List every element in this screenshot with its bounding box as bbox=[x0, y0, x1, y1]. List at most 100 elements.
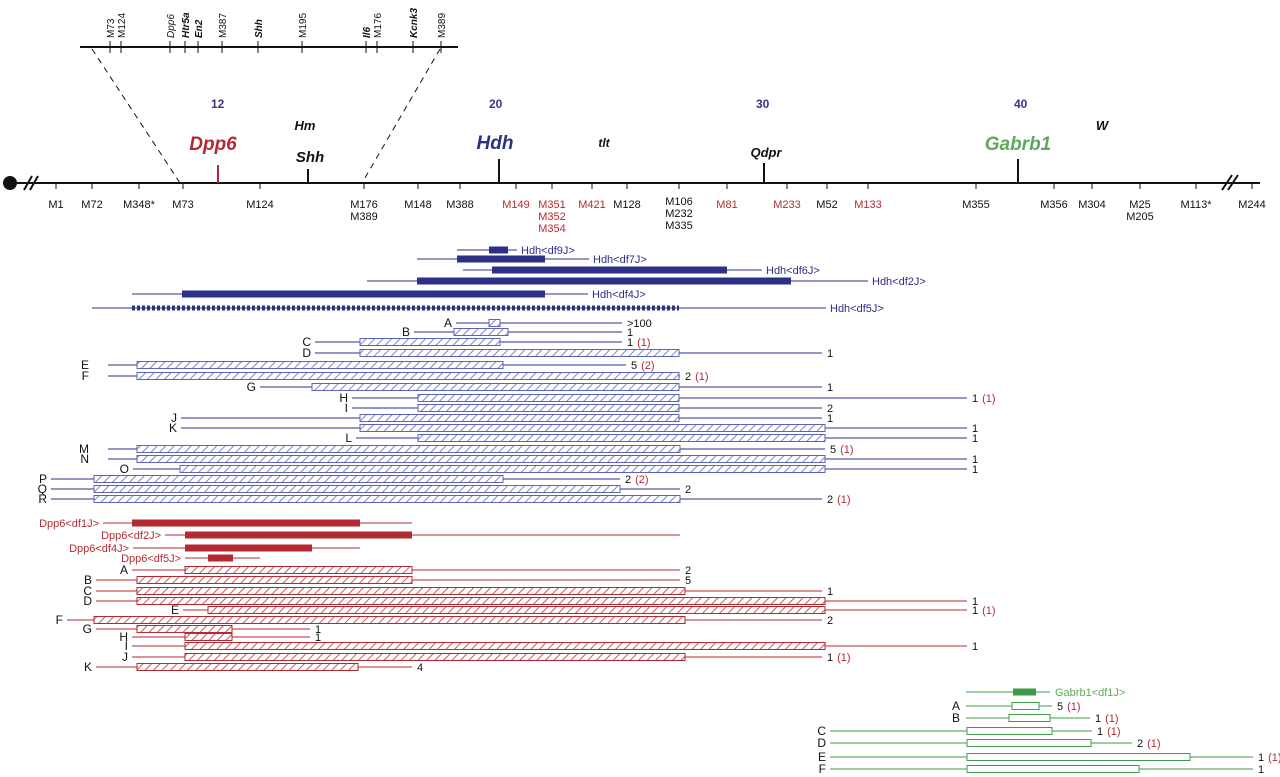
marker-m148: M148 bbox=[404, 199, 432, 211]
hm-locus-label: Hm bbox=[295, 118, 316, 133]
class-count: 1 bbox=[827, 413, 833, 425]
class-label: I bbox=[125, 639, 128, 653]
hdh-deletion-hdh-df9j: Hdh<df9J> bbox=[457, 245, 575, 257]
marker-m205: M205 bbox=[1126, 211, 1154, 223]
dpp6-deletion-dpp6-df5j: Dpp6<df5J> bbox=[121, 553, 260, 565]
dpp6-class-set: A 2B 5C 1D 1E 1 (1)F 2G 1H 1I 1J 1 (1)K 4 bbox=[56, 563, 996, 674]
inset-marker-kcnk3: Kcnk3 bbox=[409, 8, 420, 38]
deletion-bar bbox=[185, 531, 412, 539]
marker-m106: M106 bbox=[665, 196, 693, 208]
class-deleted-segment bbox=[311, 383, 680, 391]
class-deleted-segment bbox=[184, 653, 686, 661]
class-deleted-segment bbox=[1011, 702, 1040, 710]
axis-break-left bbox=[23, 175, 39, 191]
inset-marker-shh: Shh bbox=[254, 19, 265, 38]
class-deleted-segment bbox=[136, 597, 826, 605]
hdh-deletion-hdh-df2j: Hdh<df2J> bbox=[367, 276, 926, 288]
class-deleted-segment bbox=[136, 576, 413, 584]
class-label: E bbox=[171, 603, 179, 617]
cm-label-12: 12 bbox=[211, 97, 225, 111]
marker-m81: M81 bbox=[716, 199, 737, 211]
class-label: B bbox=[402, 325, 410, 339]
deletion-label: Hdh<df9J> bbox=[521, 245, 575, 257]
inset-marker-m124: M124 bbox=[117, 13, 128, 38]
deletion-bar bbox=[182, 290, 545, 298]
marker-m176: M176 bbox=[350, 199, 378, 211]
class-label: B bbox=[952, 711, 960, 725]
chromosome-map: Dpp6 Hm Shh Hdh tlt Qdpr Gabrb1 W M1 M72… bbox=[3, 118, 1266, 235]
class-count-extra: (2) bbox=[641, 360, 654, 372]
class-label: K bbox=[84, 660, 92, 674]
class-deleted-segment bbox=[453, 328, 509, 336]
hdh-deletion-set: Hdh<df9J> Hdh<df7J> Hdh<df6J> Hdh<df2J> Hdh<… bbox=[92, 245, 926, 315]
class-count-extra: (1) bbox=[837, 494, 850, 506]
deletion-label: Hdh<df7J> bbox=[593, 254, 647, 266]
inset-marker-m73: M73 bbox=[106, 18, 117, 38]
deletion-bar bbox=[1013, 688, 1036, 696]
class-deleted-segment bbox=[966, 765, 1140, 773]
class-label: D bbox=[817, 736, 826, 750]
marker-m25: M25 bbox=[1129, 199, 1150, 211]
class-count: 1 bbox=[972, 423, 978, 435]
gabrb1-class-e: E 1(1) bbox=[818, 750, 1280, 764]
hdh-locus-label: Hdh bbox=[477, 133, 514, 154]
inset-marker-il6: Il6 bbox=[362, 26, 373, 38]
inset-marker-m387: M387 bbox=[218, 13, 229, 38]
deletion-label: Gabrb1<df1J> bbox=[1055, 687, 1125, 699]
class-count-extra: (1) bbox=[1107, 726, 1120, 738]
inset-marker-m195: M195 bbox=[298, 13, 309, 38]
w-locus-label: W bbox=[1096, 118, 1110, 133]
class-count: 2 (2) bbox=[625, 474, 649, 486]
class-deleted-segment bbox=[417, 404, 680, 412]
class-deleted-segment bbox=[207, 606, 826, 614]
class-count: 2 (1) bbox=[1137, 738, 1161, 750]
gabrb1-locus-label: Gabrb1 bbox=[985, 134, 1052, 155]
class-label: F bbox=[56, 613, 63, 627]
class-deleted-segment bbox=[359, 349, 680, 357]
hdh-deletion-hdh-df4j: Hdh<df4J> bbox=[132, 289, 646, 301]
deletion-bar bbox=[457, 255, 545, 263]
class-count: 1 bbox=[972, 464, 978, 476]
inset-marker-htr5a: Htr5a bbox=[181, 12, 192, 38]
class-label: K bbox=[169, 421, 177, 435]
class-label: M bbox=[79, 442, 89, 456]
class-deleted-segment bbox=[359, 414, 680, 422]
marker-m351: M351 bbox=[538, 199, 566, 211]
class-count-extra: (1) bbox=[982, 605, 995, 617]
class-count: 1(1) bbox=[972, 605, 996, 617]
class-count-extra: (1) bbox=[1067, 701, 1080, 713]
inset-marker-m176: M176 bbox=[373, 13, 384, 38]
class-deleted-segment bbox=[136, 663, 359, 671]
class-count-extra: (1) bbox=[637, 337, 650, 349]
inset-marker-en2: En2 bbox=[194, 19, 205, 38]
class-count: 2 (1) bbox=[827, 494, 851, 506]
gabrb1-deletion-set: Gabrb1<df1J> bbox=[966, 687, 1125, 699]
class-label: Q bbox=[38, 482, 47, 496]
deletion-bar bbox=[417, 277, 791, 285]
deletion-label: Hdh<df2J> bbox=[872, 276, 926, 288]
class-count: 2 bbox=[685, 484, 691, 496]
marker-m72: M72 bbox=[81, 199, 102, 211]
class-label: A bbox=[952, 699, 960, 713]
class-label: F bbox=[82, 369, 89, 383]
class-deleted-segment bbox=[136, 372, 680, 380]
class-label: C bbox=[817, 724, 826, 738]
class-label: D bbox=[302, 346, 311, 360]
qdpr-locus-label: Qdpr bbox=[750, 145, 782, 160]
class-deleted-segment bbox=[966, 739, 1092, 747]
inset-marker-dpp6: Dpp6 bbox=[166, 14, 177, 38]
marker-labels: M1 M72 M348* M73 M124 M176 M389 M148 M38… bbox=[48, 196, 1265, 235]
marker-m389: M389 bbox=[350, 211, 378, 223]
hdh-class-e: E 5 (2) bbox=[81, 358, 655, 372]
deletion-label: Dpp6<df5J> bbox=[121, 553, 181, 565]
class-count: >100 bbox=[627, 318, 652, 330]
class-deleted-segment bbox=[136, 587, 686, 595]
marker-m304: M304 bbox=[1078, 199, 1106, 211]
